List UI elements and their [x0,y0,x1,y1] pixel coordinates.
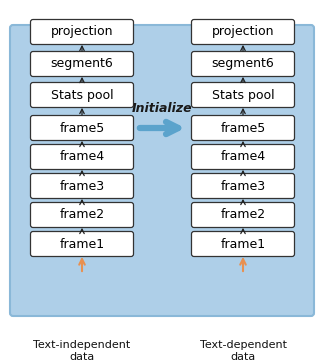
FancyBboxPatch shape [191,51,295,76]
FancyBboxPatch shape [191,20,295,45]
FancyBboxPatch shape [30,115,133,140]
FancyBboxPatch shape [191,232,295,257]
FancyBboxPatch shape [30,83,133,108]
Text: frame5: frame5 [59,122,105,135]
FancyBboxPatch shape [191,83,295,108]
Text: frame4: frame4 [220,151,266,164]
FancyBboxPatch shape [30,173,133,198]
Text: frame5: frame5 [220,122,266,135]
Text: Text-dependent
data: Text-dependent data [200,340,286,362]
FancyBboxPatch shape [191,144,295,169]
Text: Stats pool: Stats pool [212,88,274,101]
Text: Stats pool: Stats pool [51,88,113,101]
Text: Text-independent
data: Text-independent data [33,340,131,362]
Text: frame1: frame1 [59,237,105,251]
FancyBboxPatch shape [30,20,133,45]
Text: segment6: segment6 [212,58,274,71]
Text: frame2: frame2 [220,209,266,222]
Text: frame1: frame1 [220,237,266,251]
Text: frame4: frame4 [59,151,105,164]
Text: Initialize: Initialize [132,102,193,115]
FancyBboxPatch shape [30,232,133,257]
Text: frame3: frame3 [220,180,266,193]
FancyBboxPatch shape [30,144,133,169]
Text: projection: projection [51,25,113,38]
FancyBboxPatch shape [191,115,295,140]
FancyBboxPatch shape [30,51,133,76]
Text: segment6: segment6 [51,58,113,71]
FancyBboxPatch shape [191,173,295,198]
FancyBboxPatch shape [30,202,133,227]
FancyBboxPatch shape [10,25,314,316]
Text: projection: projection [212,25,274,38]
Text: frame3: frame3 [59,180,105,193]
Text: frame2: frame2 [59,209,105,222]
FancyBboxPatch shape [191,202,295,227]
